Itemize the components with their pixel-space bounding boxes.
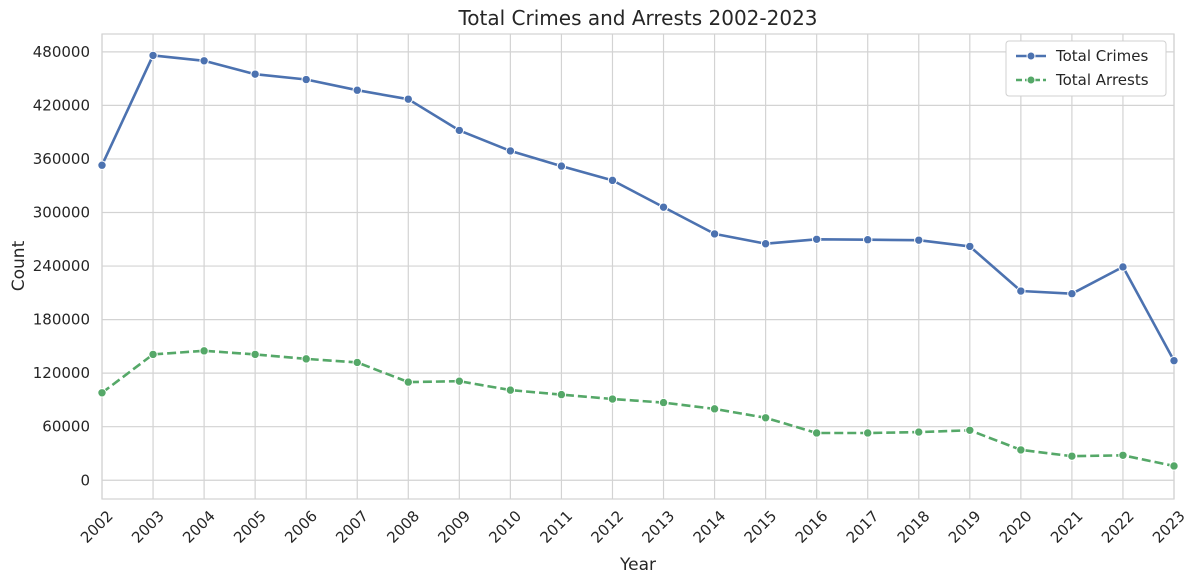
x-tick-label: 2023 [1149,507,1184,547]
y-tick-label: 0 [80,471,90,489]
legend: Total Crimes Total Arrests [1005,40,1167,97]
series-1-point [811,428,822,438]
series-1-point [97,388,107,398]
series-0-point [1067,289,1077,299]
series-1-point [658,397,669,408]
x-tick-label: 2008 [383,507,423,547]
x-tick-label: 2021 [1047,507,1087,547]
series-1-point [863,428,873,438]
series-0-point [1118,262,1128,272]
x-tick-label: 2009 [434,507,474,547]
series-layer [97,50,1179,471]
chart-title: Total Crimes and Arrests 2002-2023 [457,6,817,30]
series-1-point [556,389,567,400]
legend-label-0: Total Crimes [1055,47,1148,65]
series-1-point [1016,445,1026,455]
y-tick-label: 360000 [33,150,90,168]
x-tick-label: 2012 [587,507,627,547]
x-tick-label: 2019 [945,507,985,547]
series-0-point [301,74,311,85]
series-1-point [148,349,158,360]
series-1-point [199,346,209,356]
x-tick-label: 2022 [1098,507,1138,547]
series-1-point [607,394,618,404]
x-tick-label: 2017 [843,507,883,547]
x-tick-label: 2013 [639,507,679,547]
series-1-point [760,413,771,423]
y-tick-label: 480000 [33,43,90,61]
x-tick-label: 2014 [690,507,730,547]
x-tick-label: 2018 [894,507,934,547]
series-1-point [250,349,260,360]
series-0-point [965,241,975,252]
legend-label-1: Total Arrests [1055,71,1149,89]
x-tick-label: 2006 [281,507,321,547]
x-tick-label: 2007 [332,507,372,547]
y-tick-label: 420000 [33,96,90,114]
series-0-point [607,175,618,186]
x-tick-label: 2003 [128,507,168,547]
y-tick-label: 240000 [33,257,90,275]
series-0-point [760,239,771,249]
series-0-point [556,161,567,171]
x-tick-labels: 2002 2003 2004 2005 2006 2007 2008 2009 2010 2011… [77,507,1184,547]
x-tick-label: 2010 [485,507,525,547]
series-1-point [352,357,362,368]
x-axis-title: Year [619,555,656,575]
series-0-point [505,146,516,156]
plot-border [101,33,1175,500]
series-1-point [1067,451,1077,461]
series-line-1 [101,349,1175,468]
series-1-point [505,385,516,395]
y-tick-label: 60000 [42,418,90,436]
x-tick-label: 2020 [996,507,1036,547]
series-0-point [1169,355,1179,366]
series-0-point [914,235,924,245]
series-1-point [914,427,924,437]
series-0-point [250,69,260,79]
x-tick-label: 2011 [536,507,576,547]
series-1-point [709,404,720,414]
series-1-point [403,377,413,387]
legend-marker-1 [1026,75,1036,85]
x-tick-label: 2002 [77,507,117,547]
series-0-point [454,125,465,136]
series-0-point [863,235,873,245]
y-axis-title: Count [9,240,29,291]
x-tick-label: 2004 [179,507,219,547]
y-tick-label: 180000 [33,311,90,329]
series-0-point [1016,286,1026,296]
series-0-point [148,50,158,61]
series-1-point [965,425,975,435]
series-0-point [709,229,720,239]
series-0-point [199,56,209,66]
plot-frame [101,33,1175,500]
series-0-point [352,85,362,95]
series-1-point [301,354,311,364]
x-tick-label: 2005 [230,507,270,547]
series-0-point [811,234,822,244]
series-line-0 [100,54,1176,362]
series-0-point [658,202,669,212]
legend-marker-0 [1026,51,1036,61]
series-0-point [97,160,107,170]
y-tick-labels: 0 60000 120000 180000 240000 300000 360000 4200… [33,43,90,489]
y-tick-label: 120000 [33,364,90,382]
series-1-point [1169,461,1179,471]
x-tick-label: 2015 [741,507,781,547]
series-1-point [454,376,465,386]
y-tick-label: 300000 [33,204,90,222]
series-1-point [1118,450,1128,460]
series-0-point [403,94,413,104]
x-tick-label: 2016 [792,507,832,547]
